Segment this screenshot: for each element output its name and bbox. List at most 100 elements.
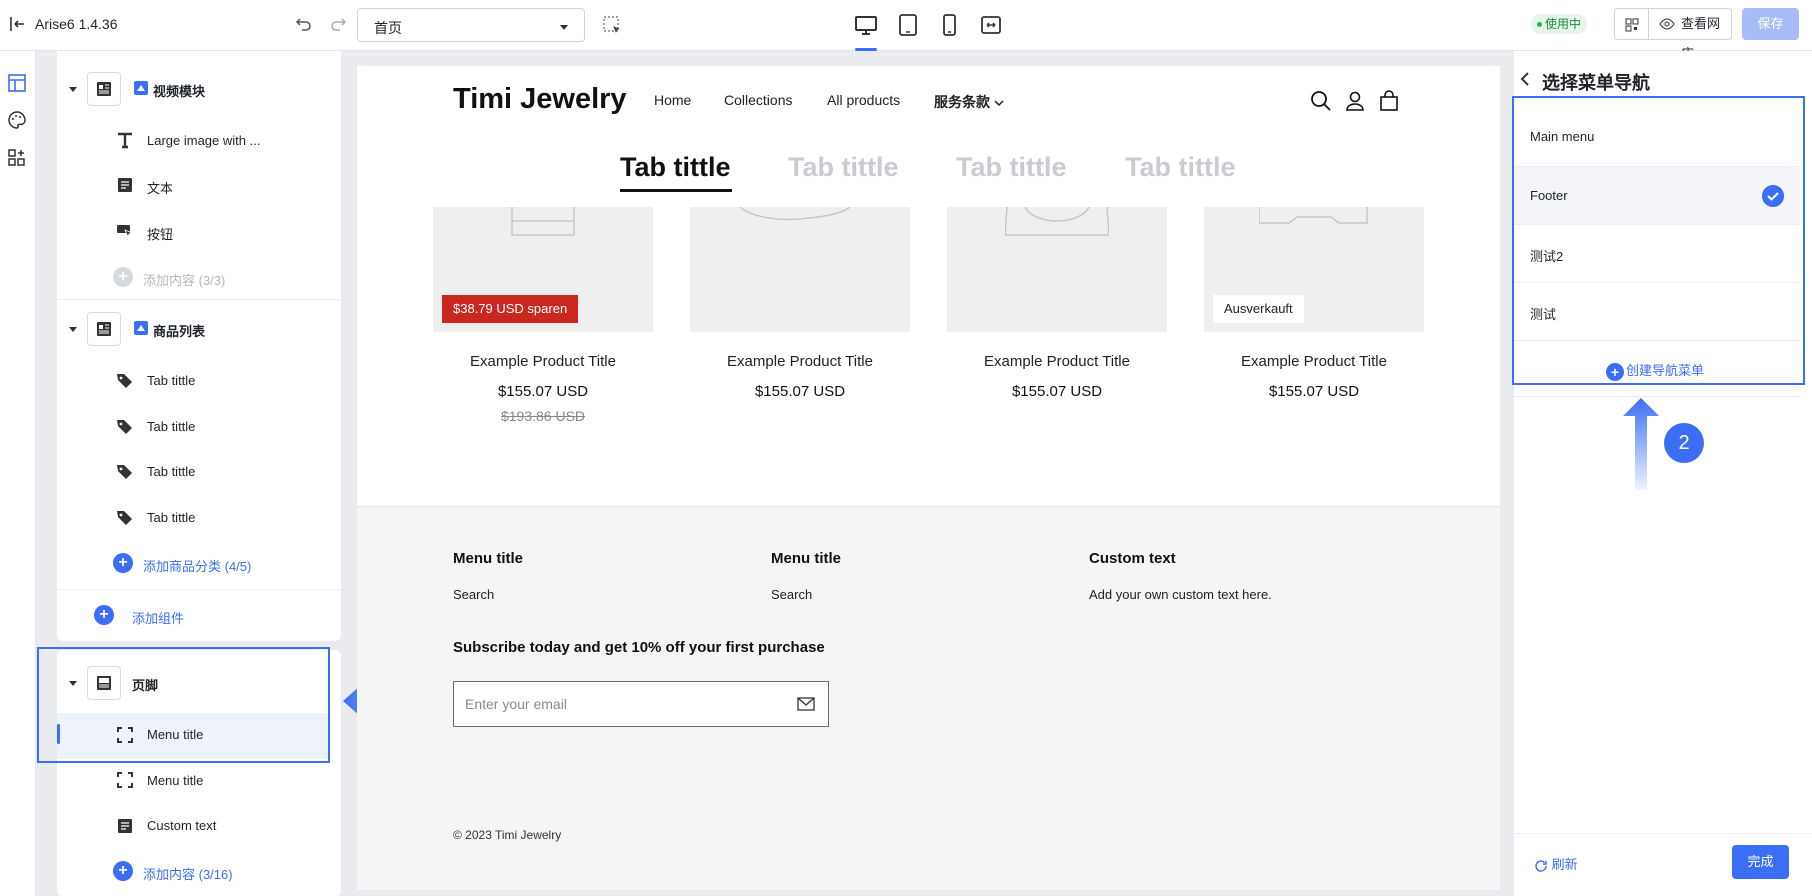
video-section-title[interactable]: 视频模块 bbox=[153, 84, 206, 99]
video-item-button[interactable]: 按钮 bbox=[147, 227, 174, 242]
product-section-title[interactable]: 商品列表 bbox=[153, 324, 206, 339]
footer-link-search[interactable]: Search bbox=[453, 587, 495, 602]
undo-icon[interactable] bbox=[294, 14, 314, 34]
highlight-box-2 bbox=[1512, 96, 1805, 385]
page-select[interactable]: 首页 bbox=[357, 8, 585, 42]
store-logo[interactable]: Timi Jewelry bbox=[453, 83, 627, 115]
product-image[interactable] bbox=[690, 207, 910, 332]
view-store-button[interactable]: 查看网店 bbox=[1648, 8, 1732, 61]
footer-add-content[interactable]: 添加内容 (3/16) bbox=[143, 867, 233, 882]
product-image[interactable] bbox=[947, 207, 1167, 332]
mobile-icon[interactable] bbox=[936, 12, 962, 38]
tab-3[interactable]: Tab tittle bbox=[956, 152, 1067, 182]
selected-row-bg bbox=[57, 713, 328, 759]
redo-icon[interactable] bbox=[328, 14, 348, 34]
video-item-large-image[interactable]: Large image with ... bbox=[147, 133, 261, 148]
exit-icon[interactable] bbox=[8, 15, 26, 33]
menu-option-test[interactable]: 测试 bbox=[1514, 282, 1800, 340]
placeholder-outline bbox=[1259, 207, 1368, 224]
tab-4[interactable]: Tab tittle bbox=[1125, 152, 1236, 182]
add-category-icon[interactable]: + bbox=[113, 553, 133, 573]
top-toolbar: Arise6 1.4.36 首页 使用中 查看网店 保存 bbox=[0, 0, 1812, 61]
refresh-button[interactable]: 刷新 bbox=[1534, 854, 1578, 873]
create-menu-link[interactable]: + 创建导航菜单 bbox=[1606, 360, 1704, 381]
collapse-caret-icon[interactable] bbox=[69, 87, 77, 92]
add-content-icon[interactable]: + bbox=[113, 861, 133, 881]
tab-1[interactable]: Tab tittle bbox=[620, 152, 731, 182]
tag-icon bbox=[117, 374, 132, 388]
tag-icon bbox=[117, 511, 132, 525]
text-block-icon bbox=[118, 178, 132, 192]
element-picker-icon[interactable] bbox=[601, 14, 623, 36]
menu-option-main[interactable]: Main menu bbox=[1530, 129, 1595, 144]
fullscreen-icon[interactable] bbox=[978, 12, 1004, 38]
add-component-icon[interactable]: + bbox=[94, 605, 114, 625]
subscribe-heading: Subscribe today and get 10% off your fir… bbox=[453, 639, 825, 656]
product-tab-item[interactable]: Tab tittle bbox=[147, 510, 196, 525]
panel-title: 选择菜单导航 bbox=[1542, 73, 1650, 93]
product-tab-item[interactable]: Tab tittle bbox=[147, 373, 196, 388]
section-icon-box bbox=[87, 666, 121, 700]
chevron-down-icon bbox=[560, 25, 568, 30]
qr-code-button[interactable] bbox=[1614, 8, 1648, 40]
menu-frame-icon bbox=[117, 772, 133, 788]
step-number-2: 2 bbox=[1664, 423, 1704, 463]
email-placeholder: Enter your email bbox=[465, 696, 567, 712]
preview-canvas: Timi Jewelry Home Collections All produc… bbox=[357, 66, 1500, 890]
nav-home[interactable]: Home bbox=[654, 92, 692, 108]
menu-frame-icon bbox=[117, 727, 133, 743]
product-title[interactable]: Example Product Title bbox=[984, 353, 1130, 370]
tag-icon bbox=[117, 465, 132, 479]
email-input[interactable]: Enter your email bbox=[453, 681, 829, 727]
footer-menu-heading: Menu title bbox=[453, 550, 523, 567]
mail-icon[interactable] bbox=[797, 697, 815, 711]
account-icon[interactable] bbox=[1344, 90, 1366, 112]
footer-item-menu-title[interactable]: Menu title bbox=[147, 773, 204, 788]
nav-collections[interactable]: Collections bbox=[724, 92, 793, 108]
section-icon-box bbox=[87, 312, 121, 346]
done-button[interactable]: 完成 bbox=[1732, 845, 1789, 879]
nav-terms[interactable]: 服务条款 bbox=[934, 92, 1004, 112]
back-chevron-icon[interactable] bbox=[1519, 71, 1531, 87]
footer-menu-heading: Menu title bbox=[771, 550, 841, 567]
product-title[interactable]: Example Product Title bbox=[727, 353, 873, 370]
footer-link-search[interactable]: Search bbox=[771, 587, 813, 602]
collapse-caret-icon[interactable] bbox=[69, 681, 77, 686]
menu-option-footer[interactable]: Footer bbox=[1514, 166, 1800, 224]
chevron-down-icon bbox=[994, 100, 1004, 107]
desktop-icon[interactable] bbox=[853, 12, 879, 38]
tab-2[interactable]: Tab tittle bbox=[788, 152, 899, 182]
product-title[interactable]: Example Product Title bbox=[470, 353, 616, 370]
copyright: © 2023 Timi Jewelry bbox=[453, 828, 562, 842]
footer-section-title[interactable]: 页脚 bbox=[132, 678, 159, 693]
theme-palette-icon[interactable] bbox=[7, 110, 27, 130]
search-icon[interactable] bbox=[1310, 90, 1332, 112]
app-title: Arise6 1.4.36 bbox=[35, 16, 118, 32]
app-badge-icon bbox=[134, 81, 148, 95]
refresh-icon bbox=[1535, 859, 1547, 872]
video-item-text[interactable]: 文本 bbox=[147, 181, 174, 196]
add-category-link[interactable]: 添加商品分类 (4/5) bbox=[143, 559, 252, 574]
active-device-indicator bbox=[855, 48, 877, 51]
tablet-icon[interactable] bbox=[895, 12, 921, 38]
app-badge-icon bbox=[134, 321, 148, 335]
footer-item-menu-title[interactable]: Menu title bbox=[147, 727, 204, 742]
sale-badge: $38.79 USD sparen bbox=[442, 295, 579, 323]
product-price: $155.07 USD bbox=[1268, 383, 1360, 400]
product-title[interactable]: Example Product Title bbox=[1241, 353, 1387, 370]
product-image[interactable]: Ausverkauft bbox=[1204, 207, 1424, 332]
video-add-content: 添加内容 (3/3) bbox=[143, 273, 226, 288]
save-button[interactable]: 保存 bbox=[1742, 8, 1799, 40]
arrow-up-annotation bbox=[1623, 398, 1659, 490]
product-tab-item[interactable]: Tab tittle bbox=[147, 419, 196, 434]
nav-all-products[interactable]: All products bbox=[827, 92, 901, 108]
apps-icon[interactable] bbox=[7, 148, 27, 168]
product-tab-item[interactable]: Tab tittle bbox=[147, 464, 196, 479]
collapse-caret-icon[interactable] bbox=[69, 327, 77, 332]
cart-bag-icon[interactable] bbox=[1378, 90, 1400, 112]
menu-option-test2[interactable]: 测试2 bbox=[1514, 224, 1800, 282]
product-image[interactable]: $38.79 USD sparen bbox=[433, 207, 653, 332]
layout-icon[interactable] bbox=[7, 73, 27, 93]
footer-item-custom-text[interactable]: Custom text bbox=[147, 818, 217, 833]
add-component-link[interactable]: 添加组件 bbox=[132, 611, 185, 626]
